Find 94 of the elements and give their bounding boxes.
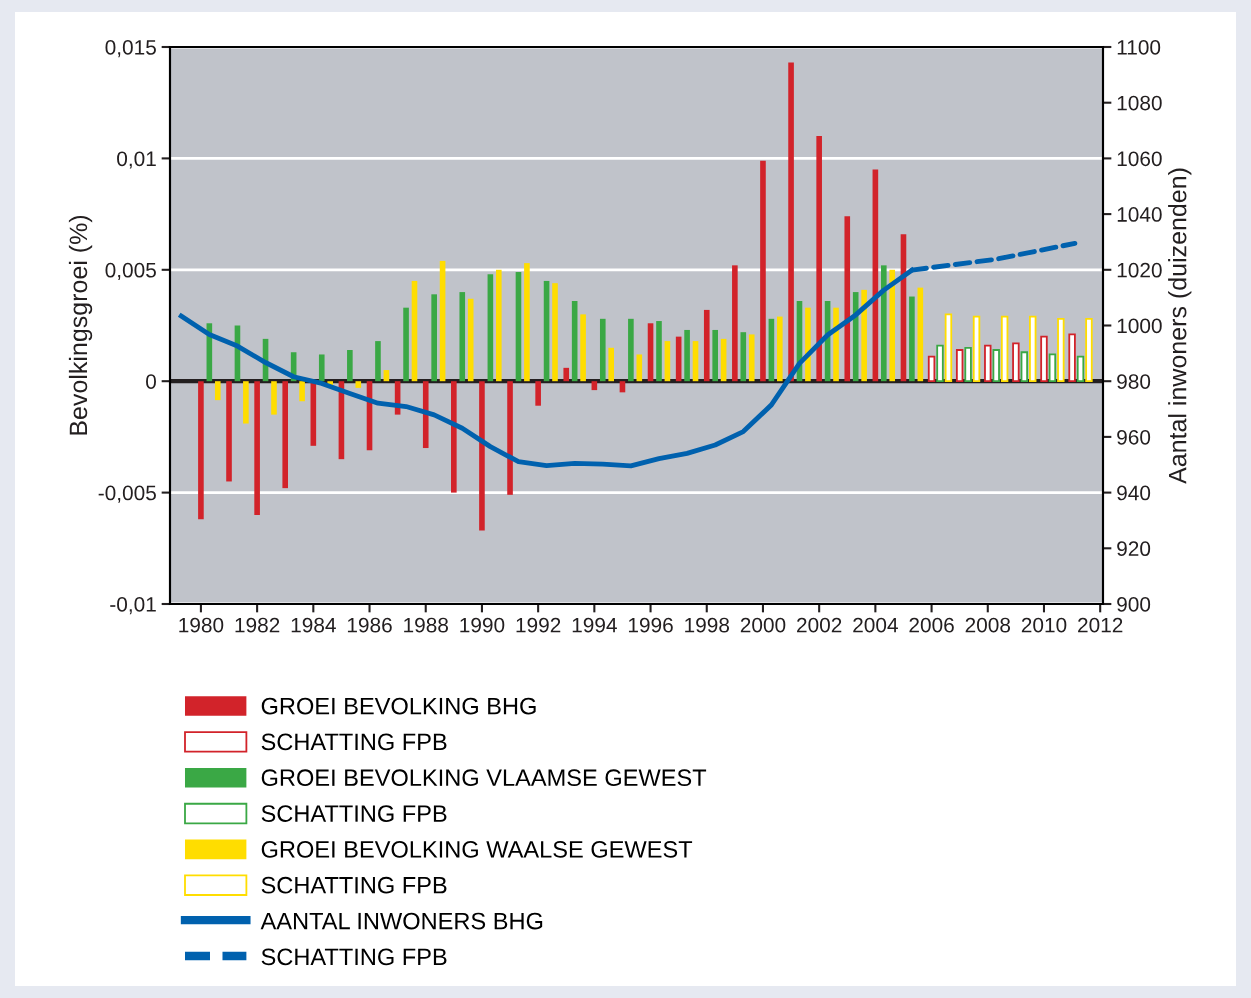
y2-axis-title: Aantal inwoners (duizenden) — [1168, 168, 1192, 484]
bar — [271, 381, 277, 415]
y2-tick-label: 940 — [1117, 485, 1151, 501]
x-tick-label: 2008 — [965, 617, 1011, 633]
y-tick-label: 0 — [146, 374, 156, 389]
x-tick-label: 2000 — [740, 617, 786, 633]
bar — [909, 296, 915, 382]
bar — [563, 367, 570, 382]
bar — [198, 381, 204, 520]
y-tick-label: -0,01 — [110, 597, 156, 615]
y2-tick-label: 1020 — [1117, 262, 1162, 278]
bar — [535, 381, 541, 406]
bar — [479, 381, 485, 531]
y-tick-label: -0,005 — [98, 485, 156, 503]
x-tick-label: 2012 — [1078, 617, 1123, 633]
bar — [591, 381, 598, 391]
bar — [684, 329, 690, 382]
legend-label: SCHATTING FPB — [261, 805, 447, 822]
y2-tick-label: 1000 — [1117, 318, 1162, 334]
bar — [732, 265, 738, 382]
bar — [608, 347, 615, 382]
x-tick-label: 1984 — [291, 617, 336, 633]
x-tick-label: 2004 — [853, 617, 898, 633]
y2-tick-label: 920 — [1117, 541, 1151, 557]
bar — [852, 292, 859, 382]
bar — [889, 269, 896, 382]
legend-label: GROEI BEVOLKING BHG — [261, 697, 536, 715]
bar — [788, 62, 794, 382]
x-tick-label: 2010 — [1021, 617, 1067, 633]
y-tick-label: 0,015 — [105, 40, 156, 58]
bar — [712, 329, 718, 382]
bar — [451, 381, 457, 493]
bar — [740, 332, 747, 382]
y2-tick-label: 1060 — [1117, 151, 1162, 167]
bar — [467, 298, 474, 382]
bar — [243, 381, 249, 424]
y-tick-label: 0,005 — [105, 262, 156, 281]
bar — [524, 263, 530, 382]
y2-tick-label: 980 — [1117, 374, 1151, 389]
y2-tick-label: 960 — [1117, 429, 1151, 445]
bar — [431, 294, 437, 382]
x-tick-label: 1980 — [179, 617, 224, 633]
x-tick-label: 1988 — [404, 617, 448, 633]
x-tick-label: 1992 — [516, 617, 561, 633]
bar — [318, 354, 325, 382]
legend-label: GROEI BEVOLKING WAALSE GEWEST — [261, 841, 693, 858]
y2-tick-label: 1080 — [1117, 95, 1162, 111]
bar — [628, 318, 634, 382]
x-tick-label: 1982 — [235, 617, 280, 633]
x-tick-label: 1998 — [685, 617, 730, 633]
y-tick-label: 0,01 — [117, 151, 156, 169]
x-tick-label: 1986 — [347, 617, 392, 633]
bar — [880, 265, 887, 382]
bar — [748, 334, 755, 382]
x-tick-label: 2002 — [797, 617, 842, 633]
y2-tick-label: 1040 — [1117, 207, 1162, 222]
bar — [299, 381, 305, 402]
bar — [552, 283, 558, 382]
bar — [355, 381, 362, 388]
bar — [636, 354, 643, 382]
bar — [282, 381, 289, 489]
bar — [403, 307, 409, 382]
bar — [422, 381, 429, 449]
legend-label: GROEI BEVOLKING VLAAMSE GEWEST — [261, 769, 707, 787]
bar — [777, 316, 783, 382]
bar — [816, 136, 822, 382]
bar — [375, 341, 381, 382]
bar — [833, 307, 839, 382]
y2-tick-label: 900 — [1117, 597, 1151, 612]
bar — [580, 314, 586, 382]
x-tick-label: 1990 — [460, 617, 505, 633]
legend-label: SCHATTING FPB — [261, 948, 447, 966]
bar — [495, 269, 502, 382]
x-tick-label: 1996 — [628, 617, 673, 633]
bar — [760, 160, 766, 382]
bar — [703, 309, 710, 382]
bar — [226, 381, 232, 482]
y2-tick-label: 1100 — [1117, 40, 1161, 55]
bar — [861, 289, 867, 382]
x-tick-label: 1994 — [572, 617, 617, 633]
bar — [214, 381, 221, 401]
y-axis-title: Bevolkingsgroei (%) — [68, 215, 93, 435]
bar — [805, 307, 811, 382]
legend-label: SCHATTING FPB — [261, 876, 447, 894]
bar — [507, 381, 513, 495]
bar — [347, 350, 353, 382]
x-tick-label: 2006 — [909, 617, 954, 633]
bar — [844, 216, 851, 382]
legend-label: SCHATTING FPB — [261, 733, 447, 751]
bar — [459, 292, 466, 382]
bar — [254, 381, 260, 515]
bar — [599, 318, 606, 382]
legend-label: AANTAL INWONERS BHG — [260, 912, 543, 930]
bar — [656, 321, 662, 382]
